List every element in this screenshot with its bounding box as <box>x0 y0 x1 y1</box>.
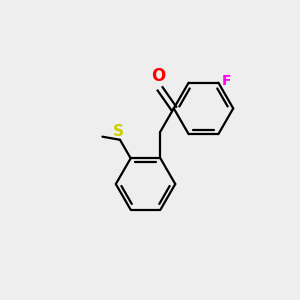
Text: O: O <box>152 67 166 85</box>
Text: F: F <box>222 74 231 88</box>
Text: S: S <box>113 124 124 139</box>
